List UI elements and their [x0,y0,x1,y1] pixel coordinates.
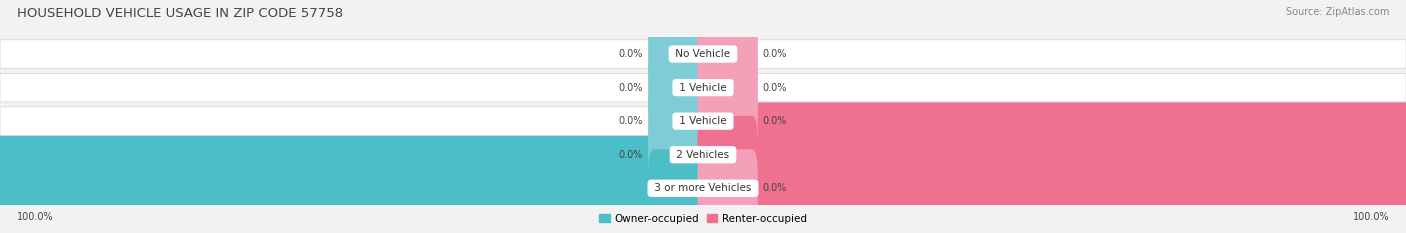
FancyBboxPatch shape [648,49,709,127]
Text: 0.0%: 0.0% [762,49,787,59]
Text: Source: ZipAtlas.com: Source: ZipAtlas.com [1285,7,1389,17]
FancyBboxPatch shape [648,15,709,93]
FancyBboxPatch shape [697,116,758,194]
FancyBboxPatch shape [648,116,709,194]
Text: HOUSEHOLD VEHICLE USAGE IN ZIP CODE 57758: HOUSEHOLD VEHICLE USAGE IN ZIP CODE 5775… [17,7,343,20]
Text: 0.0%: 0.0% [619,49,644,59]
Text: 0.0%: 0.0% [619,83,644,93]
FancyBboxPatch shape [0,140,1406,169]
FancyBboxPatch shape [0,107,1406,135]
Text: 0.0%: 0.0% [762,83,787,93]
Text: No Vehicle: No Vehicle [672,49,734,59]
FancyBboxPatch shape [0,136,711,233]
FancyBboxPatch shape [697,49,758,127]
FancyBboxPatch shape [0,40,1406,68]
Text: 0.0%: 0.0% [762,183,787,193]
FancyBboxPatch shape [0,174,1406,202]
FancyBboxPatch shape [697,15,758,93]
FancyBboxPatch shape [697,149,758,227]
Text: 1 Vehicle: 1 Vehicle [676,116,730,126]
Text: 0.0%: 0.0% [619,150,644,160]
FancyBboxPatch shape [695,102,1406,207]
Legend: Owner-occupied, Renter-occupied: Owner-occupied, Renter-occupied [595,209,811,228]
Text: 2 Vehicles: 2 Vehicles [673,150,733,160]
Text: 3 or more Vehicles: 3 or more Vehicles [651,183,755,193]
Text: 0.0%: 0.0% [762,116,787,126]
Text: 1 Vehicle: 1 Vehicle [676,83,730,93]
FancyBboxPatch shape [0,73,1406,102]
FancyBboxPatch shape [697,82,758,160]
Text: 0.0%: 0.0% [619,116,644,126]
FancyBboxPatch shape [648,149,709,227]
Text: 100.0%: 100.0% [1353,212,1389,222]
Text: 100.0%: 100.0% [17,212,53,222]
FancyBboxPatch shape [648,82,709,160]
